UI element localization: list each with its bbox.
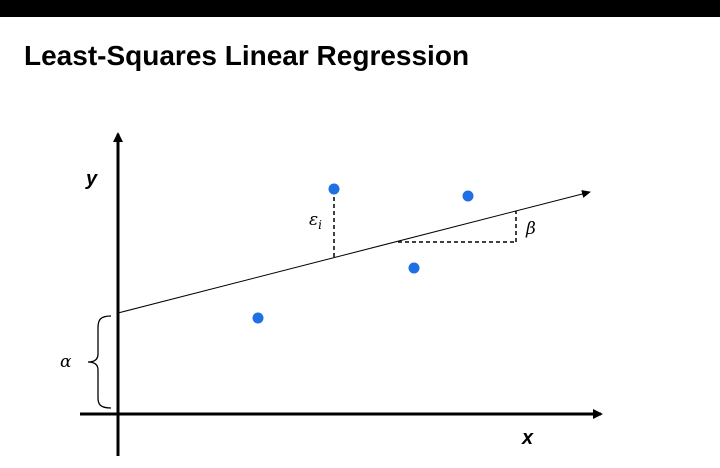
data-point <box>328 183 340 195</box>
y-axis-label: y <box>85 168 98 190</box>
slide-title: Least-Squares Linear Regression <box>24 40 470 71</box>
residual-label: εi <box>309 210 322 232</box>
data-point <box>462 190 474 202</box>
regression-line <box>117 190 591 314</box>
data-point <box>252 312 264 324</box>
top-bar <box>0 0 720 17</box>
intercept-label: α <box>60 352 72 372</box>
x-axis-label: x <box>521 427 534 449</box>
data-point <box>408 262 420 274</box>
intercept-brace <box>87 315 112 409</box>
slope-label: β <box>525 219 536 239</box>
